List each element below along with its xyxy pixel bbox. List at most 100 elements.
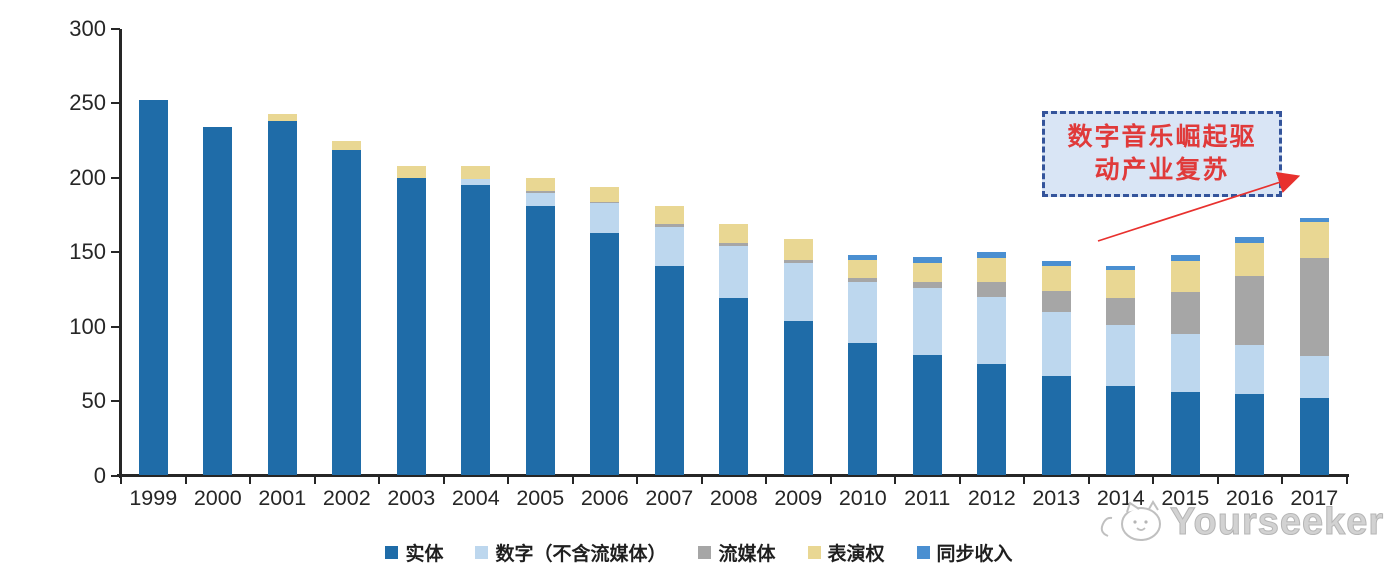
bar-segment-表演权 bbox=[1106, 270, 1136, 299]
bar-2001 bbox=[267, 113, 297, 476]
legend-item-2: 流媒体 bbox=[698, 539, 776, 566]
bar-segment-数字（不含流媒体） bbox=[654, 226, 684, 266]
legend-swatch-icon bbox=[475, 546, 489, 559]
x-axis-label: 2002 bbox=[322, 486, 371, 510]
bar-2016 bbox=[1235, 237, 1265, 476]
x-tick bbox=[313, 476, 316, 484]
bar-2008 bbox=[719, 223, 749, 476]
bar-segment-实体 bbox=[1041, 375, 1071, 476]
legend-label: 表演权 bbox=[827, 544, 885, 565]
annotation-line-2: 动产业复苏 bbox=[1094, 156, 1230, 184]
x-axis-label: 2007 bbox=[645, 486, 694, 510]
bar-1999 bbox=[138, 100, 168, 476]
y-tick-label: 0 bbox=[93, 462, 106, 488]
x-tick bbox=[378, 476, 380, 484]
bar-segment-实体 bbox=[719, 298, 749, 476]
bar-segment-表演权 bbox=[525, 177, 555, 192]
x-axis-label: 2013 bbox=[1032, 486, 1081, 510]
x-axis-label: 2003 bbox=[387, 486, 436, 510]
y-axis bbox=[119, 29, 122, 478]
bar-2014 bbox=[1106, 265, 1136, 476]
y-tick bbox=[111, 28, 120, 30]
bar-segment-表演权 bbox=[1170, 261, 1200, 293]
bar-segment-表演权 bbox=[267, 113, 297, 122]
bar-segment-表演权 bbox=[590, 186, 620, 202]
bar-2000 bbox=[203, 127, 233, 476]
bar-segment-实体 bbox=[332, 149, 362, 476]
bar-segment-表演权 bbox=[1041, 265, 1071, 291]
bar-segment-流媒体 bbox=[1106, 298, 1136, 326]
bar-segment-表演权 bbox=[1299, 222, 1329, 259]
bar-segment-数字（不含流媒体） bbox=[1106, 325, 1136, 387]
x-axis-label: 2017 bbox=[1290, 486, 1339, 510]
x-tick bbox=[1087, 476, 1090, 484]
bar-segment-表演权 bbox=[977, 258, 1007, 283]
bar-segment-表演权 bbox=[912, 262, 942, 282]
bar-2013 bbox=[1041, 261, 1071, 476]
x-axis-label: 2010 bbox=[838, 486, 887, 510]
bar-segment-实体 bbox=[848, 343, 878, 476]
bar-segment-流媒体 bbox=[848, 277, 878, 282]
y-tick bbox=[111, 102, 120, 105]
x-tick bbox=[1281, 476, 1283, 484]
bar-segment-实体 bbox=[654, 265, 684, 476]
bar-segment-表演权 bbox=[1235, 243, 1265, 277]
y-tick bbox=[111, 400, 120, 403]
bar-segment-实体 bbox=[912, 354, 942, 476]
y-tick bbox=[111, 251, 120, 254]
bar-segment-实体 bbox=[203, 127, 233, 476]
bar-segment-实体 bbox=[1235, 393, 1265, 476]
annotation-box: 数字音乐崛起驱 动产业复苏 bbox=[1042, 111, 1282, 197]
x-tick bbox=[442, 476, 445, 484]
bar-segment-流媒体 bbox=[719, 243, 749, 247]
bar-segment-实体 bbox=[590, 232, 620, 476]
bar-segment-流媒体 bbox=[525, 191, 555, 193]
legend-item-3: 表演权 bbox=[807, 539, 885, 566]
legend-item-4: 同步收入 bbox=[916, 539, 1013, 566]
bar-segment-数字（不含流媒体） bbox=[1170, 334, 1200, 393]
legend-swatch-icon bbox=[698, 546, 712, 559]
bar-segment-实体 bbox=[461, 185, 491, 476]
y-tick bbox=[111, 176, 120, 179]
x-axis-label: 2014 bbox=[1096, 486, 1145, 510]
bar-segment-流媒体 bbox=[1041, 290, 1071, 312]
legend: 实体 数字（不含流媒体） 流媒体 表演权 同步收入 bbox=[0, 539, 1398, 566]
legend-item-0: 实体 bbox=[385, 539, 443, 566]
x-axis-label: 2004 bbox=[451, 486, 500, 510]
x-axis-label: 2005 bbox=[516, 486, 565, 510]
bar-segment-实体 bbox=[1299, 398, 1329, 476]
legend-label: 数字（不含流媒体） bbox=[495, 544, 667, 565]
bar-2017 bbox=[1299, 218, 1329, 476]
bar-segment-流媒体 bbox=[783, 259, 813, 263]
bar-2004 bbox=[461, 165, 491, 476]
bar-segment-实体 bbox=[977, 363, 1007, 476]
bar-segment-流媒体 bbox=[912, 282, 942, 288]
bar-segment-数字（不含流媒体） bbox=[590, 203, 620, 233]
x-axis-label: 2009 bbox=[774, 486, 823, 510]
x-axis-label: 2006 bbox=[580, 486, 629, 510]
bar-segment-同步收入 bbox=[1170, 255, 1200, 262]
annotation-line-1: 数字音乐崛起驱 bbox=[1067, 123, 1257, 151]
x-tick bbox=[1152, 476, 1154, 484]
bar-segment-实体 bbox=[138, 100, 168, 476]
x-tick bbox=[765, 476, 767, 484]
legend-label: 同步收入 bbox=[936, 544, 1013, 565]
legend-swatch-icon bbox=[807, 546, 821, 559]
x-tick bbox=[507, 476, 509, 484]
legend-label: 流媒体 bbox=[718, 544, 776, 565]
y-tick-label: 200 bbox=[69, 164, 106, 190]
bar-2005 bbox=[525, 177, 555, 476]
x-tick bbox=[636, 476, 638, 484]
x-tick bbox=[1345, 476, 1348, 484]
watermark-text: Yourseeker bbox=[1169, 500, 1385, 543]
bar-segment-表演权 bbox=[783, 238, 813, 260]
x-tick bbox=[120, 476, 122, 484]
bar-segment-同步收入 bbox=[1299, 218, 1329, 223]
bar-segment-数字（不含流媒体） bbox=[848, 281, 878, 343]
x-tick bbox=[829, 476, 832, 484]
x-axis-label: 2008 bbox=[709, 486, 758, 510]
bar-segment-实体 bbox=[267, 121, 297, 476]
bar-segment-实体 bbox=[783, 320, 813, 476]
bar-2009 bbox=[783, 238, 813, 476]
bar-segment-流媒体 bbox=[1299, 258, 1329, 357]
